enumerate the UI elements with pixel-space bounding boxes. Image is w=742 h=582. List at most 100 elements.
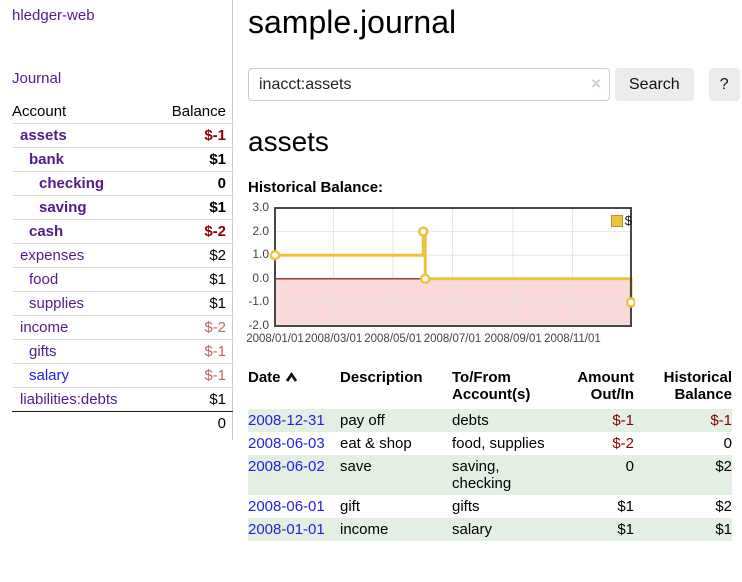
legend-swatch-icon bbox=[610, 214, 623, 227]
x-axis-tick-label: 2008/03/01 bbox=[304, 333, 363, 345]
accounts-total-value: 0 bbox=[162, 411, 233, 435]
account-row: salary $-1 bbox=[12, 363, 233, 388]
search-input[interactable] bbox=[248, 68, 610, 101]
balance-chart: $ 3.0 2.0 1.0 0.0 -1.0 -2.0 2008/01/01 2008/03/… bbox=[243, 200, 635, 351]
account-link-bank[interactable]: bank bbox=[29, 151, 65, 168]
y-axis-tick-label: 3.0 bbox=[252, 200, 269, 214]
y-axis-tick-label: 2.0 bbox=[252, 223, 269, 238]
register-table: Date Description To/From Account(s) Amou… bbox=[248, 367, 732, 541]
accounts-col-balance: Balance bbox=[171, 103, 226, 120]
register-col-date[interactable]: Date bbox=[248, 367, 340, 409]
clear-search-icon[interactable]: × bbox=[591, 74, 601, 93]
transaction-description: save bbox=[340, 458, 372, 475]
search-bar: × Search ? bbox=[248, 68, 740, 101]
transaction-description: pay off bbox=[340, 412, 385, 429]
account-row: gifts $-1 bbox=[12, 339, 233, 364]
transaction-accounts: food, supplies bbox=[452, 435, 545, 452]
sort-ascending-icon bbox=[285, 372, 297, 382]
transaction-date-link[interactable]: 2008-12-31 bbox=[248, 412, 325, 429]
accounts-table: Account Balance assets $-1 bank $1 check… bbox=[12, 100, 233, 435]
register-col-description: Description bbox=[340, 369, 423, 386]
transaction-amount: $1 bbox=[617, 498, 634, 515]
account-row: saving $1 bbox=[12, 195, 233, 220]
page-title: sample.journal bbox=[248, 4, 457, 40]
transaction-date-link[interactable]: 2008-06-01 bbox=[248, 498, 325, 515]
account-link-food[interactable]: food bbox=[29, 271, 59, 288]
x-axis-tick-label: 2008/01/01 bbox=[246, 333, 304, 345]
account-balance: $1 bbox=[162, 267, 233, 292]
account-row: food $1 bbox=[12, 267, 233, 292]
account-balance: $-1 bbox=[162, 363, 233, 388]
account-balance: $-1 bbox=[162, 123, 233, 148]
help-button[interactable]: ? bbox=[708, 68, 740, 101]
account-balance: $1 bbox=[162, 291, 233, 316]
account-link-gifts[interactable]: gifts bbox=[29, 343, 57, 360]
account-balance: $2 bbox=[162, 243, 233, 268]
x-axis-tick-label: 2008/05/01 bbox=[364, 333, 422, 345]
account-balance: $-2 bbox=[162, 219, 233, 244]
account-link-salary[interactable]: salary bbox=[29, 367, 70, 384]
transaction-amount: 0 bbox=[625, 458, 634, 475]
account-row: liabilities:debts $1 bbox=[12, 387, 233, 412]
transaction-description: gift bbox=[340, 498, 361, 515]
transaction-amount: $-2 bbox=[612, 435, 634, 452]
account-link-income[interactable]: income bbox=[20, 319, 69, 336]
register-col-amount: Amount Out/In bbox=[577, 369, 634, 403]
balance-chart-svg bbox=[269, 207, 635, 327]
legend-label: $ bbox=[624, 213, 632, 228]
sidebar: hledger-web Journal Account Balance asse… bbox=[0, 0, 233, 440]
account-row: checking 0 bbox=[12, 171, 233, 196]
transaction-accounts: gifts bbox=[452, 498, 480, 515]
account-link-cash[interactable]: cash bbox=[29, 223, 64, 240]
x-axis-tick-label: 2008/11/01 bbox=[544, 333, 601, 345]
sidebar-item-journal[interactable]: Journal bbox=[12, 70, 62, 87]
account-link-supplies[interactable]: supplies bbox=[29, 295, 85, 312]
register-row: 2008-06-01 gift gifts $1 $2 bbox=[248, 495, 732, 518]
transaction-balance: $2 bbox=[715, 498, 732, 515]
search-button[interactable]: Search bbox=[615, 68, 694, 101]
register-row: 2008-06-02 save saving, checking 0 $2 bbox=[248, 455, 732, 495]
y-axis-tick-label: 0.0 bbox=[252, 270, 269, 285]
y-axis-tick-label: -1.0 bbox=[248, 294, 269, 309]
transaction-accounts: debts bbox=[452, 412, 489, 429]
transaction-balance: $1 bbox=[715, 521, 732, 538]
chart-legend: $ bbox=[610, 213, 632, 228]
transaction-amount: $-1 bbox=[612, 412, 634, 429]
transaction-accounts: salary bbox=[452, 521, 493, 538]
account-link-checking[interactable]: checking bbox=[39, 175, 105, 192]
account-link-saving[interactable]: saving bbox=[39, 199, 87, 216]
transaction-balance: $2 bbox=[715, 458, 732, 475]
account-row: expenses $2 bbox=[12, 243, 233, 268]
account-row: income $-2 bbox=[12, 315, 233, 340]
transaction-accounts: saving, checking bbox=[452, 458, 512, 492]
transaction-date-link[interactable]: 2008-01-01 bbox=[248, 521, 325, 538]
account-balance: $1 bbox=[162, 195, 233, 220]
transaction-amount: $1 bbox=[617, 521, 634, 538]
account-balance: $1 bbox=[162, 387, 233, 412]
brand-link[interactable]: hledger-web bbox=[12, 7, 95, 24]
search-box: × bbox=[248, 68, 610, 101]
accounts-header-row: Account Balance bbox=[12, 100, 233, 124]
account-balance: $-1 bbox=[162, 339, 233, 364]
transaction-date-link[interactable]: 2008-06-02 bbox=[248, 458, 325, 475]
register-row: 2008-12-31 pay off debts $-1 $-1 bbox=[248, 409, 732, 432]
transaction-date-link[interactable]: 2008-06-03 bbox=[248, 435, 325, 452]
accounts-total-row: 0 bbox=[12, 411, 233, 435]
chart-title: Historical Balance: bbox=[248, 179, 384, 196]
account-row: cash $-2 bbox=[12, 219, 233, 244]
transaction-description: income bbox=[340, 521, 389, 538]
account-heading: assets bbox=[248, 126, 329, 157]
account-balance: $1 bbox=[162, 147, 233, 172]
account-row: assets $-1 bbox=[12, 123, 233, 148]
transaction-description: eat & shop bbox=[340, 435, 412, 452]
x-axis-tick-label: 2008/09/01 bbox=[484, 333, 542, 345]
account-link-liabilities-debts[interactable]: liabilities:debts bbox=[20, 391, 118, 408]
account-link-expenses[interactable]: expenses bbox=[20, 247, 85, 264]
y-axis-tick-label: -2.0 bbox=[248, 318, 269, 332]
account-balance: 0 bbox=[162, 171, 233, 196]
accounts-col-account: Account bbox=[12, 103, 67, 120]
account-link-assets[interactable]: assets bbox=[20, 127, 67, 144]
x-axis-tick-label: 2008/07/01 bbox=[423, 333, 482, 345]
register-col-accounts: To/From Account(s) bbox=[452, 369, 531, 403]
register-row: 2008-06-03 eat & shop food, supplies $-2… bbox=[248, 432, 732, 455]
